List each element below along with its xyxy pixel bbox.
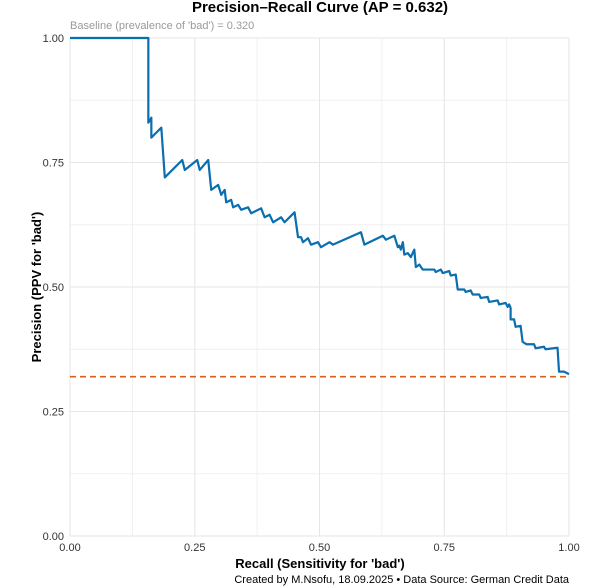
- x-tick-label: 0.75: [434, 542, 455, 554]
- y-axis-title: Precision (PPV for 'bad'): [29, 212, 44, 363]
- curve-group: [70, 36, 570, 376]
- chart-subtitle: Baseline (prevalence of 'bad') = 0.320: [70, 20, 254, 32]
- x-tick-label: 0.25: [184, 542, 205, 554]
- x-axis-ticks: 0.00 0.25 0.50 0.75 1.00: [59, 542, 579, 554]
- y-tick-label: 0.00: [43, 531, 64, 543]
- y-tick-label: 0.25: [43, 407, 64, 419]
- pr-curve-line: [70, 36, 570, 376]
- y-tick-label: 0.50: [43, 282, 64, 294]
- chart-caption: Created by M.Nsofu, 18.09.2025 • Data So…: [234, 574, 570, 586]
- x-axis-title: Recall (Sensitivity for 'bad'): [235, 556, 404, 571]
- y-tick-label: 0.75: [43, 158, 64, 170]
- grid: [69, 37, 570, 537]
- x-tick-label: 0.00: [59, 542, 80, 554]
- chart-title: Precision–Recall Curve (AP = 0.632): [192, 0, 448, 16]
- y-tick-label: 1.00: [43, 33, 64, 45]
- x-tick-label: 0.50: [309, 542, 330, 554]
- y-axis-ticks: 0.00 0.25 0.50 0.75 1.00: [43, 33, 64, 543]
- x-tick-label: 1.00: [558, 542, 579, 554]
